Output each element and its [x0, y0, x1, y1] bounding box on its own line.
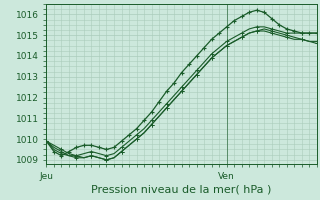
X-axis label: Pression niveau de la mer( hPa ): Pression niveau de la mer( hPa ) [92, 185, 272, 195]
